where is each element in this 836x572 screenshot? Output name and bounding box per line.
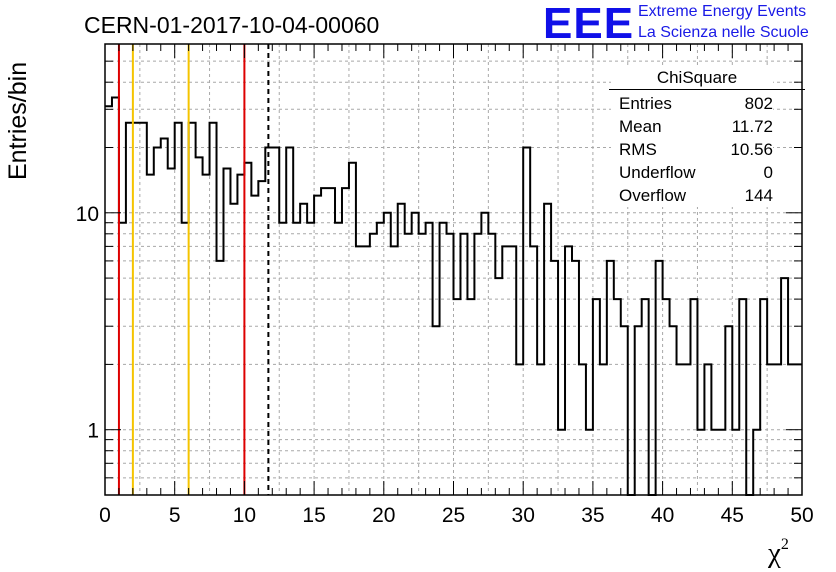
x-tick-label: 10 <box>233 504 256 527</box>
x-tick-label: 5 <box>169 504 181 527</box>
stats-label: Overflow <box>619 186 687 205</box>
chart-title: CERN-01-2017-10-04-00060 <box>84 12 380 38</box>
stats-label: Mean <box>619 117 662 136</box>
x-axis-label: χ2 <box>768 536 789 570</box>
stats-label: Underflow <box>619 163 696 182</box>
logo-caption-line2: La Scienza nelle Scuole <box>638 24 809 41</box>
x-tick-label: 0 <box>99 504 111 527</box>
stats-row-underflow: Underflow 0 <box>611 161 773 184</box>
stats-value: 144 <box>744 186 773 205</box>
stats-row-mean: Mean 11.72 <box>611 115 773 138</box>
x-tick-label: 45 <box>721 504 744 527</box>
x-tick-label: 30 <box>512 504 535 527</box>
x-tick-label: 15 <box>302 504 325 527</box>
x-axis-label-symbol: χ <box>768 537 781 569</box>
stats-value: 0 <box>763 163 773 182</box>
stats-row-entries: Entries 802 <box>611 92 773 115</box>
stats-row-rms: RMS 10.56 <box>611 138 773 161</box>
stats-value: 10.56 <box>730 140 773 159</box>
stats-label: Entries <box>619 94 672 113</box>
histogram-line <box>105 96 802 496</box>
stats-value: 11.72 <box>731 117 773 136</box>
x-tick-label: 25 <box>442 504 465 527</box>
eee-logo: EEE <box>543 0 635 48</box>
y-tick-label: 10 <box>76 203 99 226</box>
stats-label: RMS <box>619 140 657 159</box>
y-tick-label: 1 <box>87 420 99 443</box>
x-tick-label: 40 <box>651 504 674 527</box>
stats-title: ChiSquare <box>656 68 738 87</box>
x-tick-label: 20 <box>372 504 395 527</box>
y-axis-label: Entries/bin <box>4 61 32 180</box>
stats-divider <box>609 89 805 90</box>
logo-caption-line1: Extreme Energy Events <box>638 3 807 20</box>
stats-value: 802 <box>744 94 773 113</box>
stats-row-overflow: Overflow 144 <box>611 184 773 207</box>
x-axis-label-exponent: 2 <box>780 536 789 553</box>
x-tick-label: 50 <box>790 504 813 527</box>
stats-box: ChiSquare Entries 802 Mean 11.72 RMS 10.56 … <box>609 68 805 207</box>
x-tick-label: 35 <box>581 504 604 527</box>
